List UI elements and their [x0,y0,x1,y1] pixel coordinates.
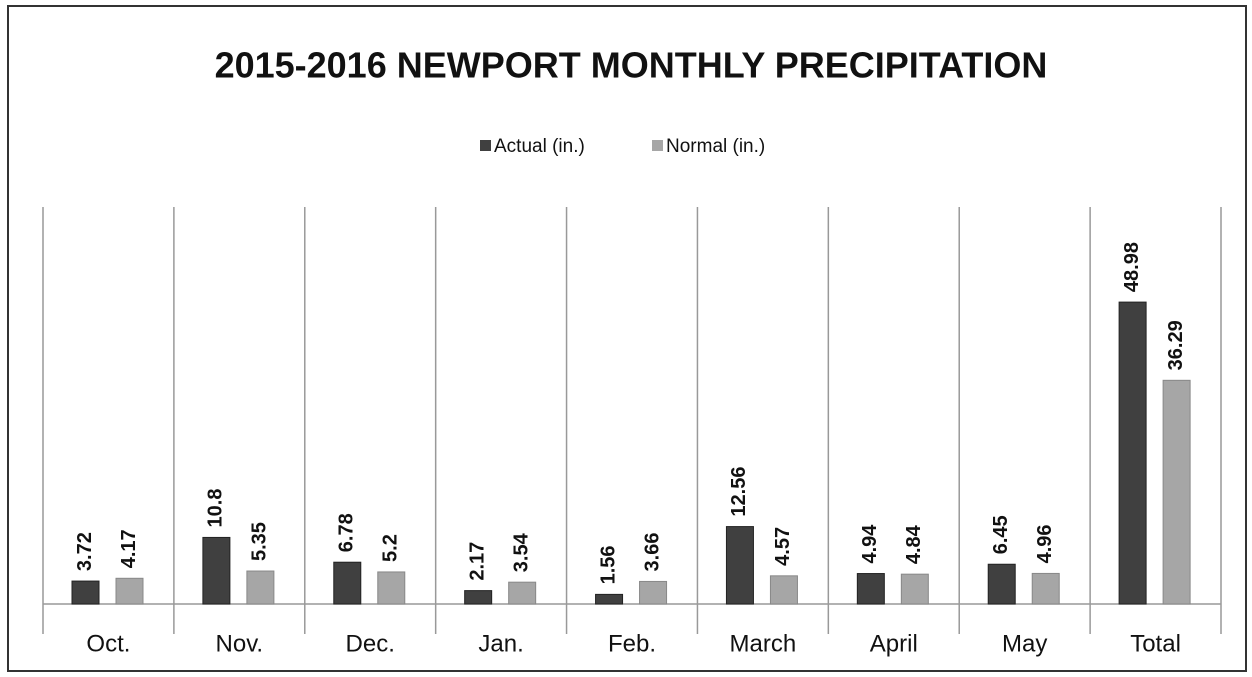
data-label: 4.57 [772,527,794,566]
legend-label: Actual (in.) [494,136,585,157]
data-label: 3.66 [641,533,663,572]
bar [1162,379,1191,605]
x-tick-label: Nov. [216,630,264,657]
data-label: 4.94 [859,524,881,564]
legend-label: Normal (in.) [666,136,765,157]
bar [1031,572,1060,605]
data-label: 3.54 [510,532,532,572]
bar [856,573,885,605]
data-label: 2.17 [466,542,488,581]
x-tick-label: Jan. [478,630,523,657]
bar [725,526,754,605]
bar [377,571,406,605]
data-label: 4.17 [118,529,140,568]
bar [464,590,493,605]
data-label: 36.29 [1165,320,1187,370]
data-label: 10.8 [205,488,227,527]
bar [987,563,1016,605]
x-tick-label: Oct. [86,630,130,657]
chart-frame [7,5,1247,672]
bar [508,581,537,605]
data-label: 5.35 [249,522,271,561]
data-label: 1.56 [597,545,619,584]
data-label: 4.84 [903,524,925,564]
bar [71,580,100,605]
x-tick-label: Feb. [608,630,656,657]
bar [900,573,929,605]
x-tick-label: May [1002,630,1047,657]
data-label: 3.72 [74,532,96,571]
x-tick-label: Total [1130,630,1181,657]
data-label: 48.98 [1121,242,1143,292]
x-tick-label: April [870,630,918,657]
legend-swatch [480,140,491,151]
data-label: 4.96 [1034,524,1056,563]
bar [202,536,231,605]
bar [246,570,275,605]
bar [769,575,798,605]
bar [115,577,144,605]
bar [333,561,362,605]
data-label: 6.45 [990,515,1012,554]
chart-title: 2015-2016 NEWPORT MONTHLY PRECIPITATION [215,45,1048,86]
data-label: 12.56 [728,467,750,517]
bar [639,580,668,605]
data-label: 6.78 [336,513,358,552]
legend-swatch [652,140,663,151]
x-tick-label: Dec. [346,630,395,657]
bar [1118,301,1147,605]
bar [595,593,624,605]
x-tick-label: March [730,630,797,657]
data-label: 5.2 [380,534,402,562]
